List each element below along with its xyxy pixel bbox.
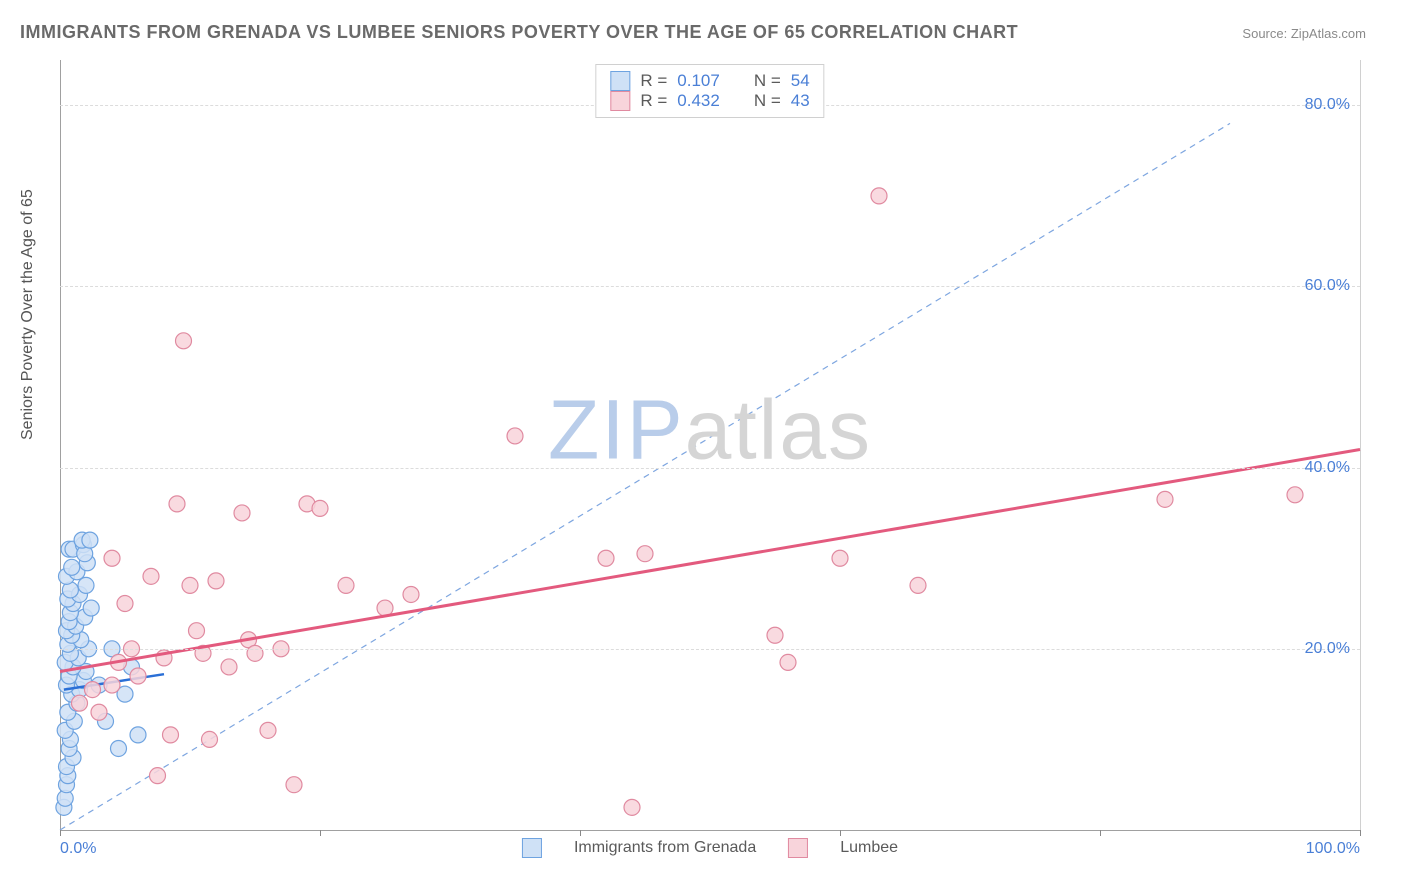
data-point-series2 (130, 668, 146, 684)
y-axis-label: Seniors Poverty Over the Age of 65 (19, 189, 37, 440)
data-point-series2 (104, 550, 120, 566)
data-point-series2 (91, 704, 107, 720)
x-tick-label: 0.0% (60, 840, 96, 858)
reference-diagonal (60, 123, 1230, 830)
data-point-series2 (286, 777, 302, 793)
stats-row-series2: R = 0.432 N = 43 (610, 91, 809, 111)
data-point-series2 (169, 496, 185, 512)
data-point-series2 (1157, 491, 1173, 507)
data-point-series2 (202, 731, 218, 747)
data-point-series1 (78, 577, 94, 593)
swatch-bottom-series2 (788, 838, 808, 858)
x-tick-mark (580, 830, 581, 836)
swatch-bottom-series1 (522, 838, 542, 858)
data-point-series2 (176, 333, 192, 349)
data-point-series2 (624, 799, 640, 815)
data-point-series2 (182, 577, 198, 593)
data-point-series2 (234, 505, 250, 521)
gridline-h (60, 286, 1360, 287)
source-value: ZipAtlas.com (1291, 26, 1366, 41)
stats-legend: R = 0.107 N = 54 R = 0.432 N = 43 (595, 64, 824, 118)
data-point-series1 (130, 727, 146, 743)
chart-container: IMMIGRANTS FROM GRENADA VS LUMBEE SENIOR… (0, 0, 1406, 892)
data-point-series2 (767, 627, 783, 643)
data-point-series2 (260, 722, 276, 738)
plot-area: ZIPatlas R = 0.107 N = 54 R = 0.432 N = … (60, 60, 1361, 831)
data-point-series1 (83, 600, 99, 616)
chart-title: IMMIGRANTS FROM GRENADA VS LUMBEE SENIOR… (20, 22, 1018, 43)
data-point-series2 (221, 659, 237, 675)
data-point-series2 (189, 623, 205, 639)
source-label: Source: (1242, 26, 1287, 41)
data-point-series2 (780, 654, 796, 670)
n-label: N = (754, 71, 781, 91)
data-point-series2 (163, 727, 179, 743)
data-point-series2 (72, 695, 88, 711)
x-tick-mark (60, 830, 61, 836)
r-value-series1: 0.107 (677, 71, 720, 91)
y-tick-label: 40.0% (1305, 459, 1350, 477)
x-tick-mark (1360, 830, 1361, 836)
r-label: R = (640, 71, 667, 91)
data-point-series1 (64, 559, 80, 575)
data-point-series2 (598, 550, 614, 566)
regression-line-series2 (60, 450, 1360, 672)
y-tick-label: 80.0% (1305, 96, 1350, 114)
data-point-series2 (150, 768, 166, 784)
data-point-series2 (637, 546, 653, 562)
data-point-series2 (910, 577, 926, 593)
data-point-series2 (1287, 487, 1303, 503)
data-point-series2 (208, 573, 224, 589)
gridline-h (60, 649, 1360, 650)
swatch-series1 (610, 71, 630, 91)
n-value-series2: 43 (791, 91, 810, 111)
x-tick-label: 100.0% (1306, 840, 1360, 858)
data-point-series2 (312, 500, 328, 516)
data-point-series2 (85, 682, 101, 698)
data-point-series2 (871, 188, 887, 204)
data-point-series1 (82, 532, 98, 548)
data-point-series2 (104, 677, 120, 693)
legend-label-series2: Lumbee (840, 839, 898, 857)
legend-label-series1: Immigrants from Grenada (574, 839, 756, 857)
series-legend: Immigrants from Grenada Lumbee (522, 838, 898, 858)
r-label: R = (640, 91, 667, 111)
r-value-series2: 0.432 (677, 91, 720, 111)
data-point-series1 (111, 740, 127, 756)
x-tick-mark (840, 830, 841, 836)
data-point-series2 (143, 568, 159, 584)
n-label: N = (754, 91, 781, 111)
data-point-series2 (832, 550, 848, 566)
stats-row-series1: R = 0.107 N = 54 (610, 71, 809, 91)
data-point-series2 (247, 645, 263, 661)
y-tick-label: 60.0% (1305, 277, 1350, 295)
data-point-series2 (117, 596, 133, 612)
data-point-series2 (403, 586, 419, 602)
gridline-h (60, 468, 1360, 469)
x-tick-mark (320, 830, 321, 836)
y-tick-label: 20.0% (1305, 640, 1350, 658)
n-value-series1: 54 (791, 71, 810, 91)
data-point-series2 (338, 577, 354, 593)
data-point-series2 (507, 428, 523, 444)
plot-svg (60, 60, 1360, 830)
source-attribution: Source: ZipAtlas.com (1242, 26, 1366, 41)
swatch-series2 (610, 91, 630, 111)
x-tick-mark (1100, 830, 1101, 836)
